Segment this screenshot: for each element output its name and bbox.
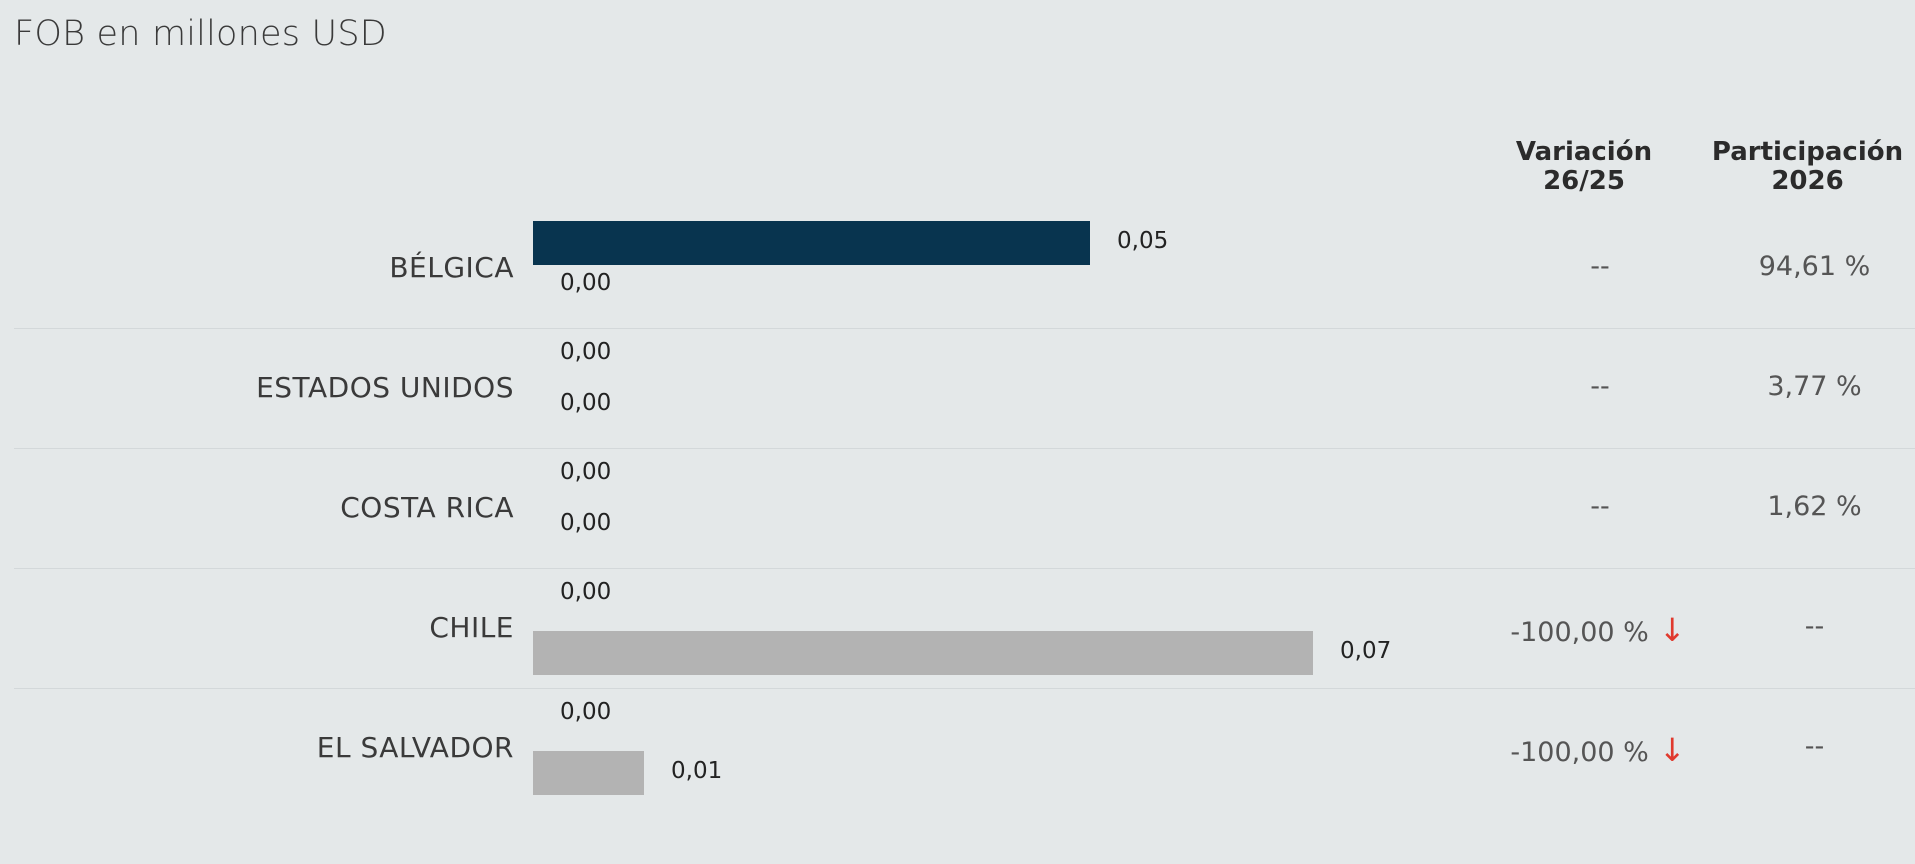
participation-value: 94,61 % — [1758, 251, 1871, 282]
variation-header-line2: 26/25 — [1543, 166, 1625, 196]
row-divider — [14, 568, 1915, 569]
participation-value: -- — [1804, 731, 1825, 762]
variation-value: -- — [1590, 251, 1610, 282]
data-label-2026: 0,00 — [560, 579, 612, 605]
row-divider — [14, 328, 1915, 329]
data-label-2025: 0,01 — [671, 758, 723, 784]
bar-2026[interactable] — [533, 221, 1090, 265]
category-label: BÉLGICA — [389, 251, 514, 284]
variation-value: -- — [1590, 491, 1610, 522]
row-divider — [14, 688, 1915, 689]
variation-cell: -- — [1486, 491, 1714, 522]
category-label: EL SALVADOR — [316, 731, 514, 764]
data-label-2025: 0,00 — [560, 510, 612, 536]
data-label-2026: 0,00 — [560, 699, 612, 725]
table-row: CHILE 0,00 0,07 -100,00 % ↓ -- — [14, 569, 1915, 689]
data-label-2026: 0,00 — [560, 339, 612, 365]
variation-header-line1: Variación — [1515, 137, 1653, 167]
arrow-down-icon: ↓ — [1658, 731, 1686, 769]
participation-header-line2: 2026 — [1771, 166, 1844, 196]
category-label: CHILE — [429, 611, 514, 644]
variation-cell: -- — [1486, 371, 1714, 402]
variation-value: -- — [1590, 371, 1610, 402]
data-label-2025: 0,00 — [560, 270, 612, 296]
participation-value: -- — [1804, 611, 1825, 642]
variation-cell: -100,00 % ↓ — [1484, 731, 1712, 769]
variation-cell: -100,00 % ↓ — [1484, 611, 1712, 649]
category-label: COSTA RICA — [340, 491, 514, 524]
participation-header: Participación 2026 — [1700, 138, 1915, 196]
arrow-down-icon: ↓ — [1658, 611, 1686, 649]
data-label-2026: 0,00 — [560, 459, 612, 485]
row-divider — [14, 448, 1915, 449]
variation-value: -100,00 % — [1510, 617, 1649, 648]
chart-title: FOB en millones USD — [14, 14, 387, 54]
category-label: ESTADOS UNIDOS — [256, 371, 514, 404]
table-row: COSTA RICA 0,00 0,00 -- 1,62 % — [14, 449, 1915, 569]
data-label-2025: 0,07 — [1340, 638, 1392, 664]
participation-header-line1: Participación — [1711, 137, 1904, 167]
data-label-2025: 0,00 — [560, 390, 612, 416]
table-row: EL SALVADOR 0,00 0,01 -100,00 % ↓ -- — [14, 689, 1915, 809]
table-row: BÉLGICA 0,05 0,00 -- 94,61 % — [14, 209, 1915, 329]
bar-2025[interactable] — [533, 631, 1313, 675]
participation-value: 1,62 % — [1767, 491, 1862, 522]
data-label-2026: 0,05 — [1117, 228, 1169, 254]
variation-header: Variación 26/25 — [1484, 138, 1684, 196]
participation-value: 3,77 % — [1767, 371, 1862, 402]
variation-value: -100,00 % — [1510, 737, 1649, 768]
variation-cell: -- — [1486, 251, 1714, 282]
bar-2025[interactable] — [533, 751, 644, 795]
table-row: ESTADOS UNIDOS 0,00 0,00 -- 3,77 % — [14, 329, 1915, 449]
